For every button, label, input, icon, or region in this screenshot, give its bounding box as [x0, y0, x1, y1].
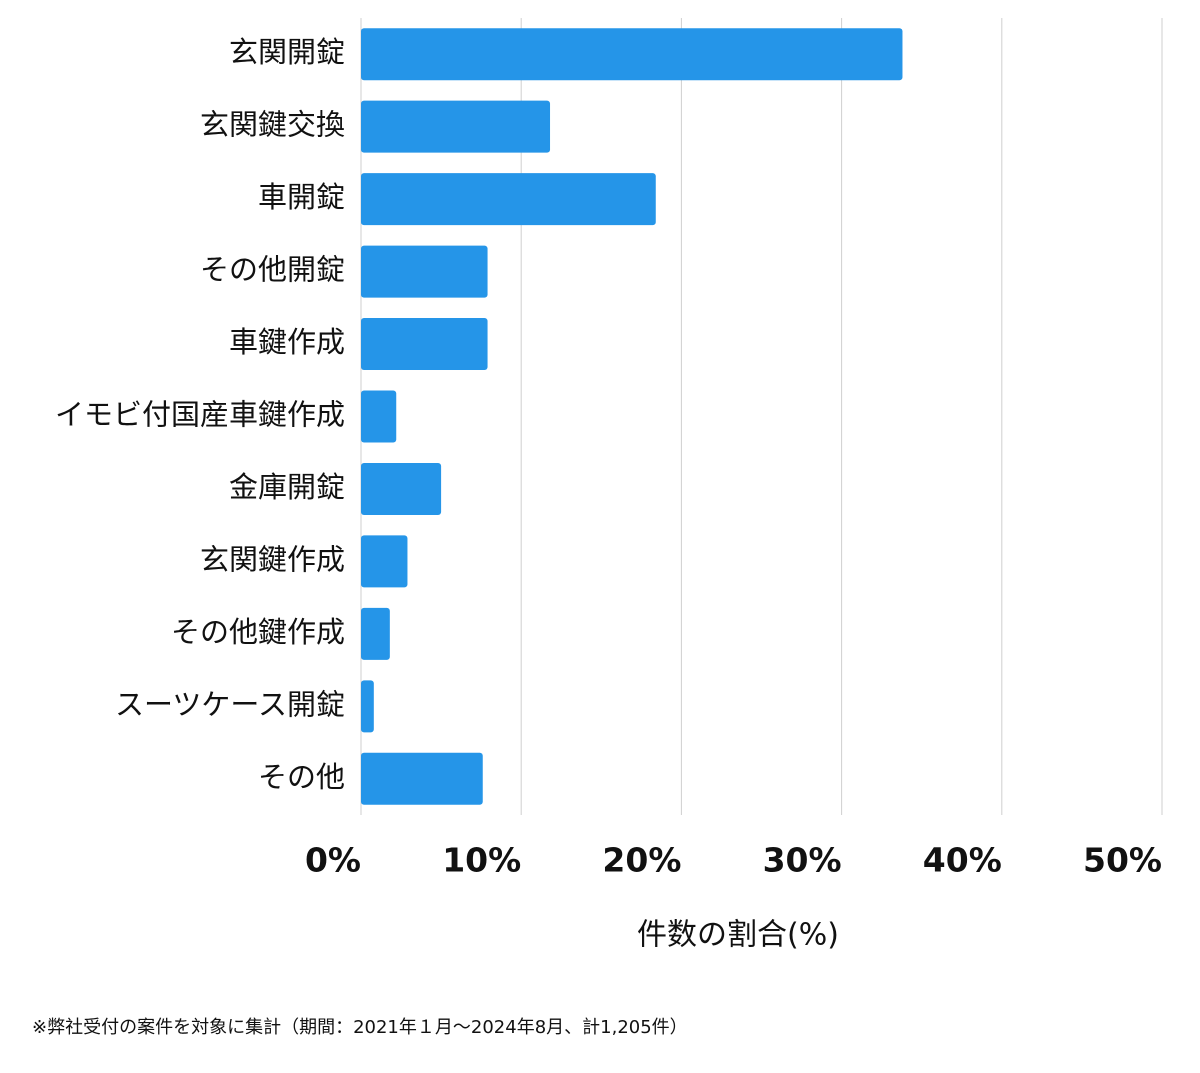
y-tick-label: その他開錠 — [200, 253, 345, 287]
bar — [361, 390, 397, 443]
y-tick-label: 金庫開錠 — [229, 470, 345, 504]
bar — [361, 680, 374, 733]
x-tick-label: 0% — [305, 841, 361, 880]
bar — [361, 28, 903, 81]
bar — [361, 173, 656, 226]
bar — [361, 100, 551, 153]
y-tick-label: 玄関鍵作成 — [200, 542, 345, 576]
y-tick-label: スーツケース開錠 — [115, 687, 345, 721]
bar — [361, 318, 488, 371]
y-tick-label: 車鍵作成 — [229, 325, 345, 359]
x-tick-label: 10% — [442, 841, 521, 880]
y-tick-label: 車開錠 — [258, 180, 345, 214]
x-axis-label: 件数の割合(%) — [637, 918, 839, 953]
y-tick-label: その他鍵作成 — [171, 615, 345, 649]
bar — [361, 462, 442, 515]
x-tick-label: 40% — [923, 841, 1002, 880]
x-tick-label: 30% — [763, 841, 842, 880]
bar — [361, 607, 390, 660]
y-tick-label: 玄関鍵交換 — [200, 108, 345, 142]
footnote: ※弊社受付の案件を対象に集計（期間：2021年１月〜2024年8月、計1,205… — [32, 1017, 688, 1038]
x-tick-label: 50% — [1083, 841, 1162, 880]
y-tick-label: 玄関開錠 — [229, 35, 345, 69]
x-tick-label: 20% — [602, 841, 681, 880]
bar — [361, 752, 483, 805]
bar — [361, 535, 408, 588]
bar — [361, 245, 488, 298]
y-tick-label: その他 — [258, 760, 345, 794]
y-tick-label: イモビ付国産車鍵作成 — [55, 398, 345, 432]
